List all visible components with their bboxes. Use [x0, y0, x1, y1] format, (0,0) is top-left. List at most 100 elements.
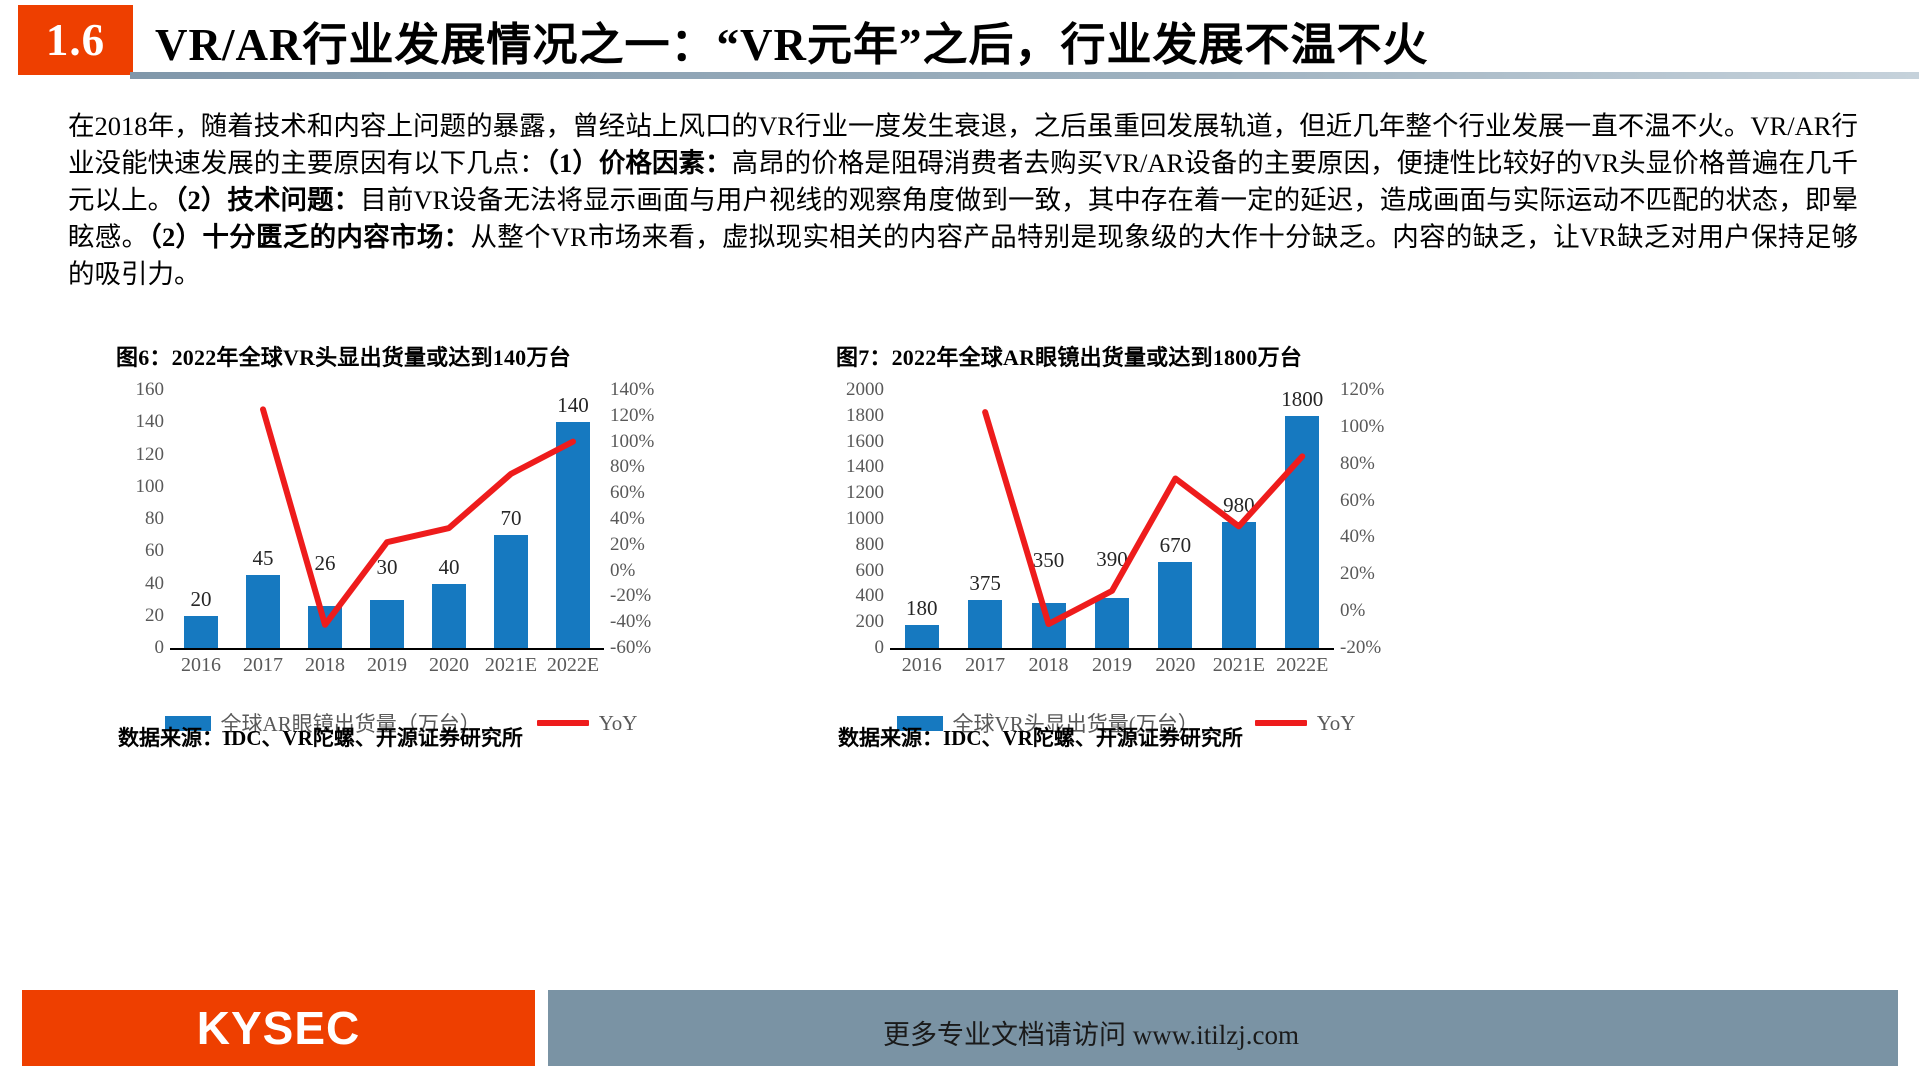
bar-value-label: 180 [905, 595, 938, 620]
bar [904, 624, 939, 648]
x-tick-label: 2019 [367, 654, 407, 676]
y-axis-right-fig6: -60% -40% -20% 0% 20% 40% 60% 80% 100% 120% 140% [610, 379, 672, 658]
y-tick-label: 800 [855, 533, 885, 555]
x-tick-label: 2017 [965, 654, 1006, 676]
bar-column: 180 [890, 390, 953, 648]
bar [968, 599, 1003, 648]
chart-title-fig6: 图6：2022年全球VR头显出货量或达到140万台 [116, 345, 571, 370]
bar-value-label: 375 [969, 570, 1001, 595]
paragraph-segment: （1）价格因素： [545, 148, 732, 178]
y-tick-label: 1600 [846, 430, 884, 452]
y2-tick-label: 60% [610, 482, 645, 504]
slide-header: 1.6 VR/AR行业发展情况之一：“VR元年”之后，行业发展不温不火 [0, 0, 1919, 92]
y2-tick-label: 60% [1340, 489, 1375, 511]
legend-fig7: 全球VR头显出货量(万台） YoY [890, 708, 1362, 738]
chart-title-fig7: 图7：2022年全球AR眼镜出货量或达到1800万台 [836, 345, 1302, 370]
y-tick-label: 40 [145, 572, 164, 594]
section-number-badge: 1.6 [18, 5, 133, 75]
kysec-logo-text: KYSEC [196, 1002, 361, 1054]
paragraph-segment: 在2018年，随着技术和内容上问题的暴露，曾经站上风口的VR行业一度发生衰退，之… [68, 111, 1858, 178]
bar-column: 375 [953, 390, 1016, 648]
chart-panel-fig7: 图7：2022年全球AR眼镜出货量或达到1800万台 0 200 400 600 800… [828, 340, 1528, 780]
y-tick-label: 1000 [846, 508, 884, 529]
plot-fig6: 0 20 40 60 80 100 120 140 160 -60% -40% -20% 0% 20% 4… [112, 379, 672, 736]
bar [1094, 597, 1129, 648]
bar [1158, 561, 1193, 648]
legend-swatch-line-icon [536, 720, 589, 726]
legend-label-bar-fig7: 全球VR头显出货量(万台） [952, 712, 1199, 736]
kysec-logo: KYSEC [22, 990, 535, 1066]
page-title: VR/AR行业发展情况之一：“VR元年”之后，行业发展不温不火 [155, 19, 1429, 70]
x-axis-line-fig7 [890, 648, 1334, 650]
y-tick-label: 160 [135, 379, 165, 400]
chart-panel-fig6: 图6：2022年全球VR头显出货量或达到140万台 0 20 40 60 80 100 12… [108, 340, 808, 780]
y2-tick-label: 40% [1340, 526, 1375, 548]
x-tick-label: 2016 [181, 654, 221, 676]
y-tick-label: 1400 [846, 456, 884, 478]
y2-tick-label: 120% [610, 404, 655, 426]
x-tick-label: 2022E [1276, 654, 1329, 676]
legend-label-line-fig7: YoY [1316, 710, 1356, 735]
bar-column: 670 [1144, 390, 1207, 648]
plot-area-fig6: 20 45 26 30 40 70 140 [170, 390, 604, 648]
legend-swatch-bar-icon [896, 715, 943, 731]
y-axis-left-fig7: 0 200 400 600 800 1000 1200 1400 1600 1800 2000 [832, 379, 885, 658]
bar [494, 535, 528, 648]
chart-source-fig7: 数据来源：IDC、VR陀螺、开源证券研究所 [838, 726, 1243, 750]
chart-source-fig6: 数据来源：IDC、VR陀螺、开源证券研究所 [118, 726, 523, 750]
bar-column: 40 [418, 390, 480, 648]
y2-tick-label: 0% [1340, 600, 1366, 622]
legend-item-bar-fig7: 全球VR头显出货量(万台） [896, 708, 1199, 738]
footer-note: 更多专业文档请访问 www.itilzj.com [883, 1020, 1299, 1050]
footer-bar [548, 990, 1898, 1066]
bar-column: 350 [1017, 390, 1080, 648]
y-axis-left-fig6: 0 20 40 60 80 100 120 140 160 [112, 379, 165, 658]
bar-value-label: 70 [500, 506, 522, 531]
bar-column: 70 [480, 390, 542, 648]
bar-column: 26 [294, 390, 356, 648]
bar-value-label: 26 [314, 551, 336, 576]
legend-swatch-line-icon [1254, 720, 1307, 726]
bar-value-label: 670 [1159, 532, 1192, 557]
legend-item-line-fig7: YoY [1254, 710, 1356, 736]
bar-column: 390 [1080, 390, 1143, 648]
plot-area-fig7: 180 375 350 390 670 980 1800 [890, 387, 1334, 648]
paragraph-segment: 高昂的价格是阻碍消费者去购买VR/AR设备的主要原因，便捷性比较好的VR头显价格… [68, 148, 1859, 215]
x-axis-ticks-fig6: 2016 2017 2018 2019 2020 2021E 2022E [170, 654, 604, 677]
bar-series-fig6: 20 45 26 30 40 70 140 [170, 390, 604, 648]
x-tick-label: 2021E [484, 654, 538, 676]
bar-column: 980 [1207, 390, 1270, 648]
bar [1221, 521, 1256, 648]
y2-tick-label: 0% [610, 559, 636, 581]
body-paragraph: 在2018年，随着技术和内容上问题的暴露，曾经站上风口的VR行业一度发生衰退，之… [68, 108, 1858, 293]
bar-column: 30 [356, 390, 418, 648]
y2-tick-label: 100% [610, 430, 655, 452]
y-tick-label: 400 [855, 585, 885, 607]
legend-fig6: 全球AR眼镜出货量（万台） YoY [164, 708, 637, 738]
x-tick-label: 2020 [429, 654, 469, 676]
y2-tick-label: 80% [1340, 452, 1375, 474]
bar [432, 583, 466, 648]
x-tick-label: 2017 [243, 654, 283, 676]
bar-value-label: 390 [1096, 546, 1128, 571]
y-tick-label: 1200 [846, 482, 884, 504]
bar-value-label: 30 [376, 554, 398, 579]
bar-value-label: 140 [557, 393, 589, 418]
bar-column: 20 [170, 390, 232, 648]
x-tick-label: 2019 [1091, 654, 1132, 676]
y2-tick-label: 100% [1340, 415, 1385, 437]
bar [308, 606, 342, 648]
y-tick-label: 100 [135, 475, 165, 497]
bar-series-fig7: 180 375 350 390 670 980 1800 [890, 387, 1334, 648]
y-tick-label: 60 [145, 540, 164, 562]
y2-tick-label: 80% [610, 456, 645, 478]
bar [1031, 602, 1066, 648]
bar-value-label: 350 [1032, 547, 1065, 572]
x-tick-label: 2021E [1212, 654, 1265, 676]
bar-value-label: 980 [1223, 492, 1255, 517]
x-axis-line-fig6 [170, 648, 604, 650]
paragraph-segment: （2）十分匮乏的内容市场： [148, 222, 471, 252]
bar-value-label: 45 [252, 546, 274, 571]
bar-value-label: 20 [190, 586, 212, 611]
bar [556, 422, 590, 648]
